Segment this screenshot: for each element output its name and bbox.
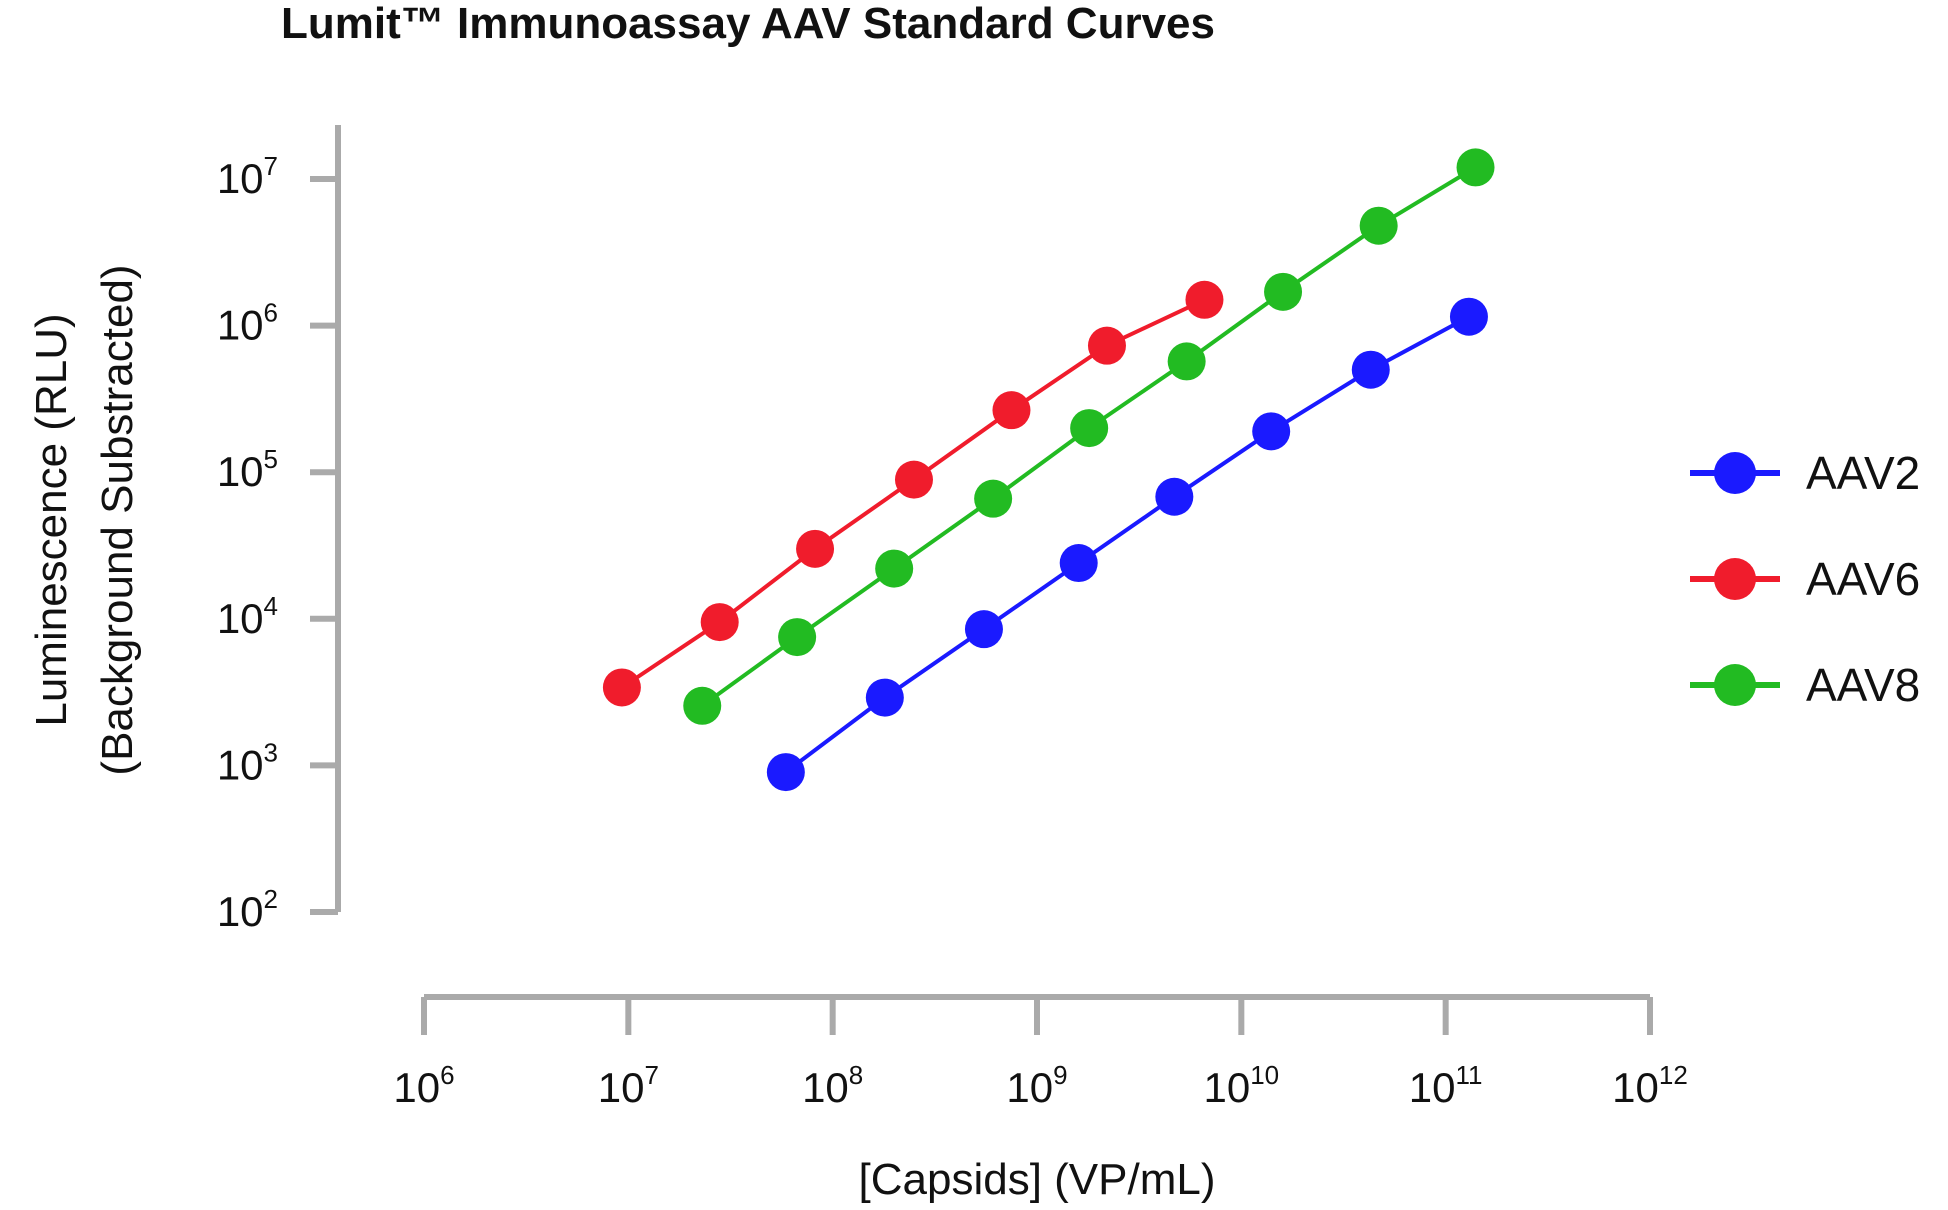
x-axis-label: [Capsids] (VP/mL)	[859, 1155, 1216, 1204]
data-point-aav6	[796, 529, 835, 568]
data-point-aav8	[1167, 342, 1206, 381]
y-tick-label: 102	[217, 884, 278, 935]
legend-item-aav6: AAV6	[1690, 553, 1920, 605]
series-aav6	[602, 280, 1224, 707]
data-point-aav2	[865, 678, 904, 717]
data-point-aav8	[683, 686, 722, 725]
data-point-aav2	[1155, 477, 1194, 516]
legend-label-aav8: AAV8	[1806, 659, 1920, 711]
data-point-aav8	[875, 549, 914, 588]
y-tick-label: 107	[217, 151, 278, 202]
data-point-aav2	[1449, 297, 1488, 336]
data-point-aav8	[1359, 206, 1398, 245]
data-point-aav6	[700, 603, 739, 642]
x-axis-ticks: 106 107 108 109 1010 1011 1012	[393, 997, 1688, 1111]
y-tick-label: 106	[217, 298, 278, 349]
legend-marker-aav6	[1714, 558, 1756, 600]
y-axis: 102 103 104 105 106 107	[217, 125, 341, 935]
series-aav8	[683, 148, 1495, 725]
y-tick-label: 103	[217, 737, 278, 788]
legend-label-aav6: AAV6	[1806, 553, 1920, 605]
x-tick-label: 106	[393, 1060, 454, 1111]
data-point-aav2	[1351, 350, 1390, 389]
legend-item-aav2: AAV2	[1690, 447, 1920, 499]
data-point-aav6	[992, 391, 1031, 430]
legend: AAV2 AAV6 AAV8	[1690, 447, 1920, 711]
x-axis: 106 107 108 109 1010 1011 1012	[393, 994, 1688, 1111]
data-point-aav6	[1185, 280, 1224, 319]
y-axis-label-line-2: (Background Substracted)	[93, 264, 142, 775]
y-tick-label: 104	[217, 591, 278, 642]
data-point-aav8	[1070, 409, 1109, 448]
data-point-aav8	[974, 479, 1013, 518]
data-point-aav6	[602, 668, 641, 707]
series-line-aav2	[784, 314, 1470, 774]
data-point-aav2	[1252, 412, 1291, 451]
series-aav2	[766, 297, 1488, 792]
legend-label-aav2: AAV2	[1806, 447, 1920, 499]
data-point-aav8	[1456, 148, 1495, 187]
x-tick-label: 107	[598, 1060, 659, 1111]
x-tick-label: 1011	[1409, 1060, 1483, 1111]
data-point-aav2	[964, 610, 1003, 649]
data-point-aav8	[778, 618, 817, 657]
plot-area	[602, 148, 1495, 792]
data-point-aav2	[766, 753, 805, 792]
x-tick-label: 1010	[1204, 1060, 1280, 1111]
legend-marker-aav2	[1714, 452, 1756, 494]
x-tick-label: 108	[802, 1060, 863, 1111]
y-tick-label: 105	[217, 444, 278, 495]
x-tick-label: 1012	[1612, 1060, 1688, 1111]
data-point-aav6	[1087, 326, 1126, 365]
chart-title: Lumit™ Immunoassay AAV Standard Curves	[281, 0, 1215, 48]
data-point-aav8	[1264, 272, 1303, 311]
x-tick-label: 109	[1006, 1060, 1067, 1111]
legend-item-aav8: AAV8	[1690, 659, 1920, 711]
y-axis-label: Luminescence (RLU) (Background Substract…	[27, 264, 142, 775]
data-point-aav6	[894, 460, 933, 499]
y-axis-label-line-1: Luminescence (RLU)	[27, 313, 76, 726]
data-point-aav2	[1059, 544, 1098, 583]
legend-marker-aav8	[1714, 664, 1756, 706]
y-axis-ticks: 102 103 104 105 106 107	[217, 151, 338, 935]
